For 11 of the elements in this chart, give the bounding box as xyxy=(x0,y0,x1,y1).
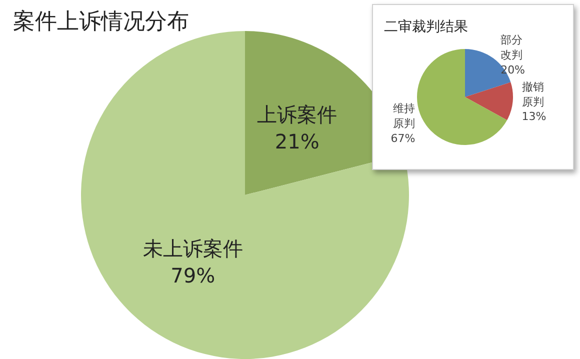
data-label: 79% xyxy=(170,264,216,288)
slice-label: 上诉案件 xyxy=(257,102,338,126)
chart-title: 案件上诉情况分布 xyxy=(13,10,189,34)
slice-label: 部分改判 xyxy=(500,34,523,62)
data-label: 67% xyxy=(390,132,416,145)
data-label: 13% xyxy=(522,110,546,124)
chart-title: 二审裁判结果 xyxy=(384,19,468,35)
slice-label: 撤销原判 xyxy=(522,80,544,108)
data-label: 21% xyxy=(274,129,320,154)
slice-label: 未上诉案件 xyxy=(142,236,243,261)
slice-label: 维持原判 xyxy=(393,102,416,130)
